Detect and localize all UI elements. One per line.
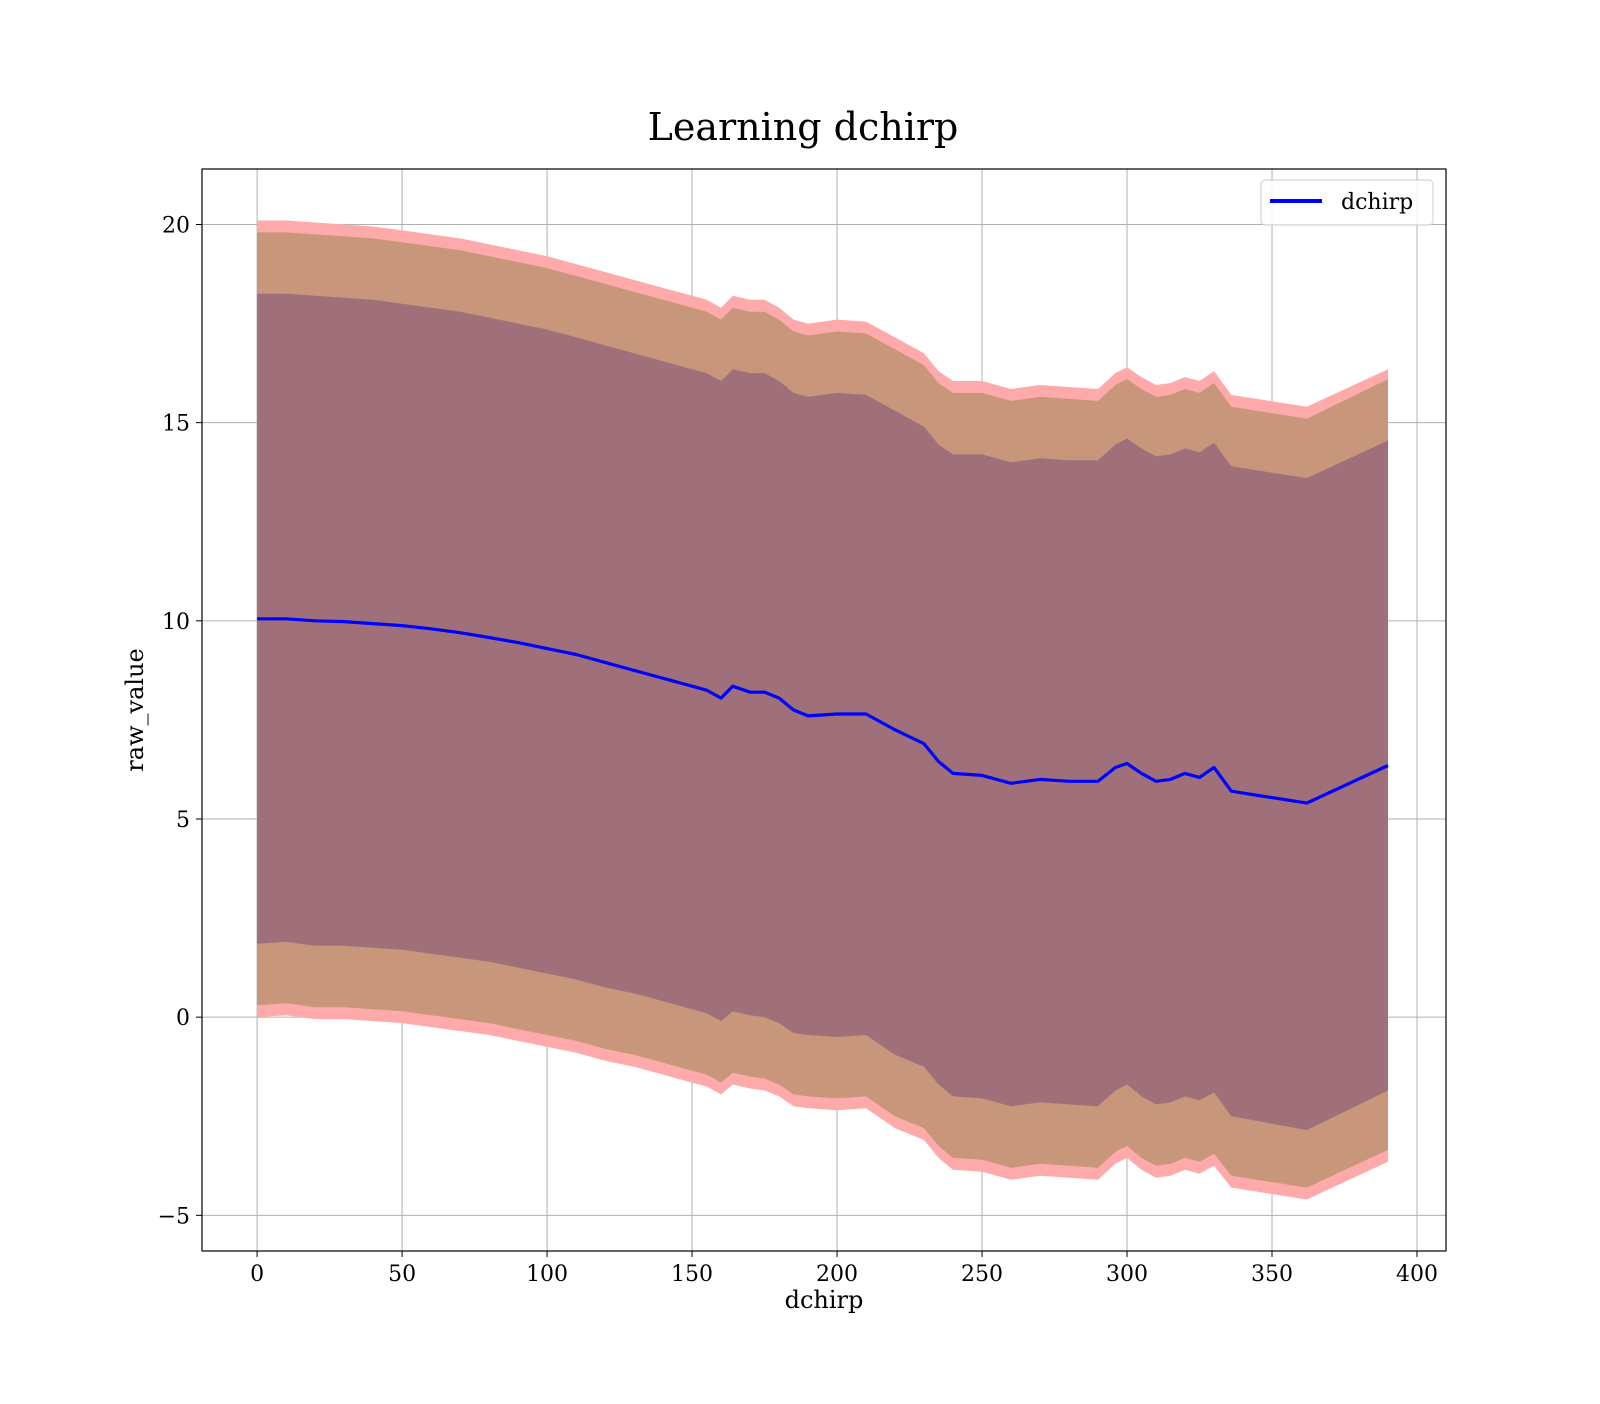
x-tick-label: 100 (526, 1262, 568, 1287)
x-tick-label: 250 (961, 1262, 1003, 1287)
y-tick-label: 15 (162, 412, 190, 437)
confidence-bands (257, 220, 1389, 1200)
x-tick-label: 200 (816, 1262, 858, 1287)
legend: dchirp (1260, 179, 1434, 226)
y-tick-label: 5 (176, 808, 190, 833)
series-lines (257, 617, 1389, 805)
y-ticks: −5 0 5 10 15 20 (158, 213, 202, 1229)
y-tick-label: 20 (162, 213, 190, 238)
band-inner (257, 293, 1389, 1131)
y-axis-label: raw_value (121, 648, 149, 772)
x-tick-label: 400 (1396, 1262, 1438, 1287)
series-line-dchirp (257, 617, 1389, 805)
y-tick-label: 0 (176, 1006, 190, 1031)
legend-box (1260, 179, 1434, 226)
legend-label: dchirp (1341, 190, 1413, 215)
x-ticks: 0 50 100 150 200 250 300 350 400 (250, 1251, 1438, 1287)
x-tick-label: 150 (671, 1262, 713, 1287)
plot-frame (201, 168, 1447, 1252)
x-tick-label: 0 (250, 1262, 264, 1287)
x-tick-label: 300 (1106, 1262, 1148, 1287)
y-tick-label: 10 (162, 610, 190, 635)
chart-title: Learning dchirp (648, 105, 959, 149)
x-tick-label: 50 (388, 1262, 416, 1287)
x-tick-label: 350 (1251, 1262, 1293, 1287)
x-axis-label: dchirp (785, 1286, 864, 1314)
y-tick-label: −5 (158, 1204, 190, 1229)
